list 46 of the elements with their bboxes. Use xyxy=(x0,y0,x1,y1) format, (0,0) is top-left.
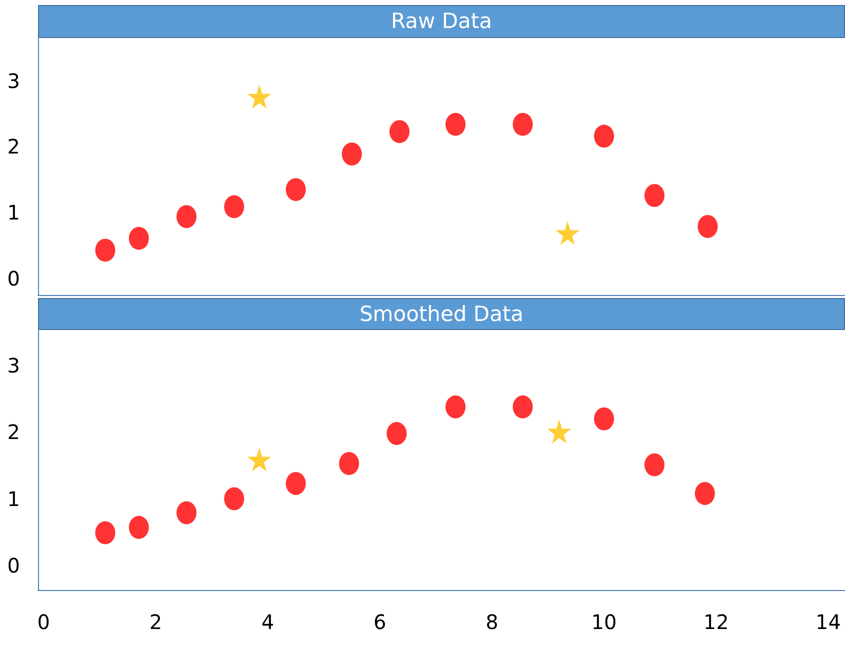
point xyxy=(224,195,244,218)
point xyxy=(512,395,533,418)
x-tick-label: 6 xyxy=(373,610,386,634)
x-tick-label: 10 xyxy=(591,610,617,634)
y-tick-label: 0 xyxy=(7,553,20,578)
point xyxy=(386,422,407,446)
x-tick-label: 14 xyxy=(815,610,841,634)
chart-title: Raw Data xyxy=(38,5,845,38)
y-tick-label: 3 xyxy=(7,354,20,378)
point xyxy=(547,420,572,444)
x-tick-label: 4 xyxy=(261,610,274,634)
point xyxy=(512,112,533,136)
x-tick-label: 12 xyxy=(703,610,729,634)
point xyxy=(339,452,360,475)
y-tick-label: 2 xyxy=(7,134,20,159)
point xyxy=(128,226,149,250)
point xyxy=(644,184,664,207)
point xyxy=(698,214,718,238)
point xyxy=(176,501,197,524)
point xyxy=(556,221,580,246)
x-tick-label: 2 xyxy=(149,610,162,634)
point xyxy=(594,124,614,148)
point xyxy=(446,112,466,136)
chart-title: Smoothed Data xyxy=(38,298,845,330)
point xyxy=(286,178,306,202)
point xyxy=(644,453,664,476)
point xyxy=(95,238,116,262)
y-tick-label: 0 xyxy=(7,266,20,291)
point xyxy=(342,142,362,166)
point xyxy=(594,407,614,430)
y-tick-label: 1 xyxy=(7,486,20,511)
point xyxy=(128,516,149,539)
point xyxy=(247,84,272,109)
point xyxy=(446,395,466,418)
point xyxy=(389,120,410,144)
point xyxy=(224,487,244,510)
point xyxy=(694,482,715,505)
y-tick-label: 2 xyxy=(7,420,20,444)
y-tick-label: 3 xyxy=(7,68,20,93)
point xyxy=(286,472,306,495)
y-tick-label: 1 xyxy=(7,200,20,225)
point xyxy=(95,521,116,544)
point xyxy=(176,205,197,228)
point xyxy=(247,448,272,472)
x-tick-label: 0 xyxy=(37,610,50,634)
x-tick-label: 8 xyxy=(486,610,498,634)
